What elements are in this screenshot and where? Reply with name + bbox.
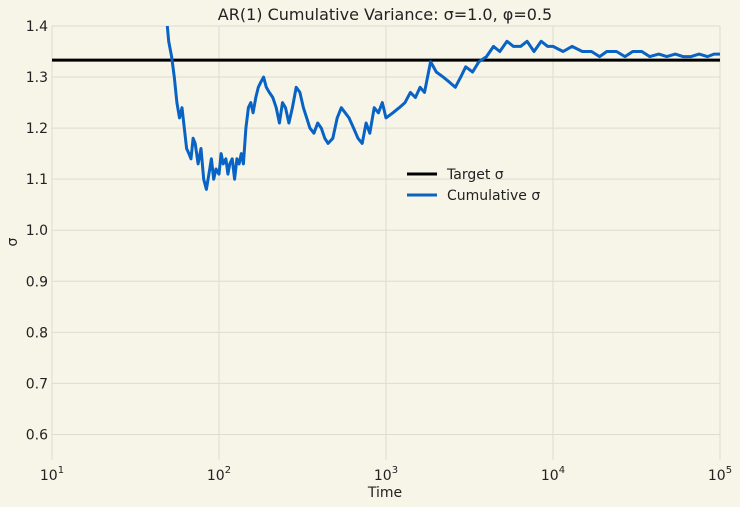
x-tick-label: 102 [207,465,231,484]
y-axis-label: σ [5,237,21,246]
y-tick-label: 0.8 [26,325,48,341]
cumulative-sigma-line [165,26,720,191]
y-tick-label: 1.3 [26,70,48,86]
y-axis-ticks: 0.6 0.7 0.8 0.9 1.0 1.1 1.2 1.3 1.4 [26,19,48,443]
y-tick-label: 1.4 [26,19,48,35]
legend-label: Target σ [446,167,504,183]
y-tick-label: 1.0 [26,223,48,239]
y-tick-label: 1.1 [26,172,48,188]
legend-label: Cumulative σ [447,188,540,204]
x-tick-label: 103 [374,465,398,484]
plot-area [52,26,720,191]
chart-title: AR(1) Cumulative Variance: σ=1.0, φ=0.5 [218,5,552,24]
y-tick-label: 0.7 [26,376,48,392]
x-tick-label: 105 [708,465,732,484]
x-axis-ticks: 101 102 103 104 105 [40,465,732,484]
series-group [52,26,720,191]
y-tick-label: 0.6 [26,427,48,443]
x-tick-label: 101 [40,465,64,484]
y-tick-label: 1.2 [26,121,48,137]
legend: Target σ Cumulative σ [407,167,540,204]
grid [51,25,721,460]
x-axis-label: Time [367,485,402,501]
y-tick-label: 0.9 [26,274,48,290]
x-tick-label: 104 [541,465,565,484]
